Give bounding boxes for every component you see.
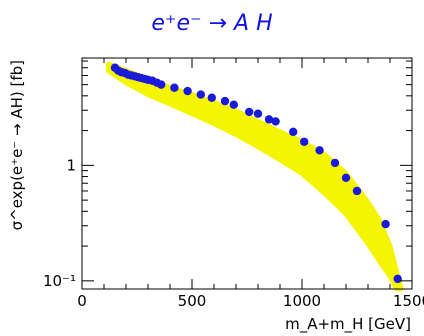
- band-area: [105, 61, 404, 292]
- data-point: [271, 117, 280, 126]
- uncertainty-band: [105, 61, 404, 292]
- x-tick-label: 1000: [283, 292, 321, 310]
- data-point: [253, 109, 263, 118]
- data-point: [393, 274, 402, 284]
- x-tick-label: 500: [178, 292, 207, 310]
- data-point: [381, 219, 390, 229]
- data-point: [352, 186, 362, 196]
- data-point: [207, 93, 216, 102]
- y-tick-label: 1: [66, 156, 76, 174]
- data-point: [157, 80, 166, 89]
- data-point: [289, 127, 298, 137]
- data-point: [220, 96, 230, 106]
- data-point: [245, 107, 254, 117]
- data-point: [315, 146, 324, 155]
- data-point: [264, 115, 274, 124]
- x-tick-label: 1500: [393, 292, 424, 310]
- x-tick-label: 0: [77, 292, 87, 310]
- y-axis-label: σ^exp(e⁺e⁻ → AH) [fb]: [8, 60, 26, 230]
- plot-frame: [81, 57, 413, 290]
- data-point: [196, 90, 205, 99]
- chart-title: e⁺e⁻ → A H: [151, 11, 272, 36]
- y-tick-label: 10⁻¹: [43, 272, 76, 290]
- axis-ticks: [81, 58, 413, 289]
- data-point: [330, 158, 340, 168]
- data-point: [183, 86, 192, 96]
- data-point: [300, 137, 309, 146]
- tick-labels: 0 500 1000 1500 10⁻¹ 1: [43, 156, 424, 310]
- data-points: [110, 63, 402, 284]
- data-point: [170, 83, 179, 92]
- data-point: [229, 100, 238, 109]
- x-axis-label: m_A+m_H [GeV]: [285, 315, 411, 334]
- data-point: [341, 173, 351, 183]
